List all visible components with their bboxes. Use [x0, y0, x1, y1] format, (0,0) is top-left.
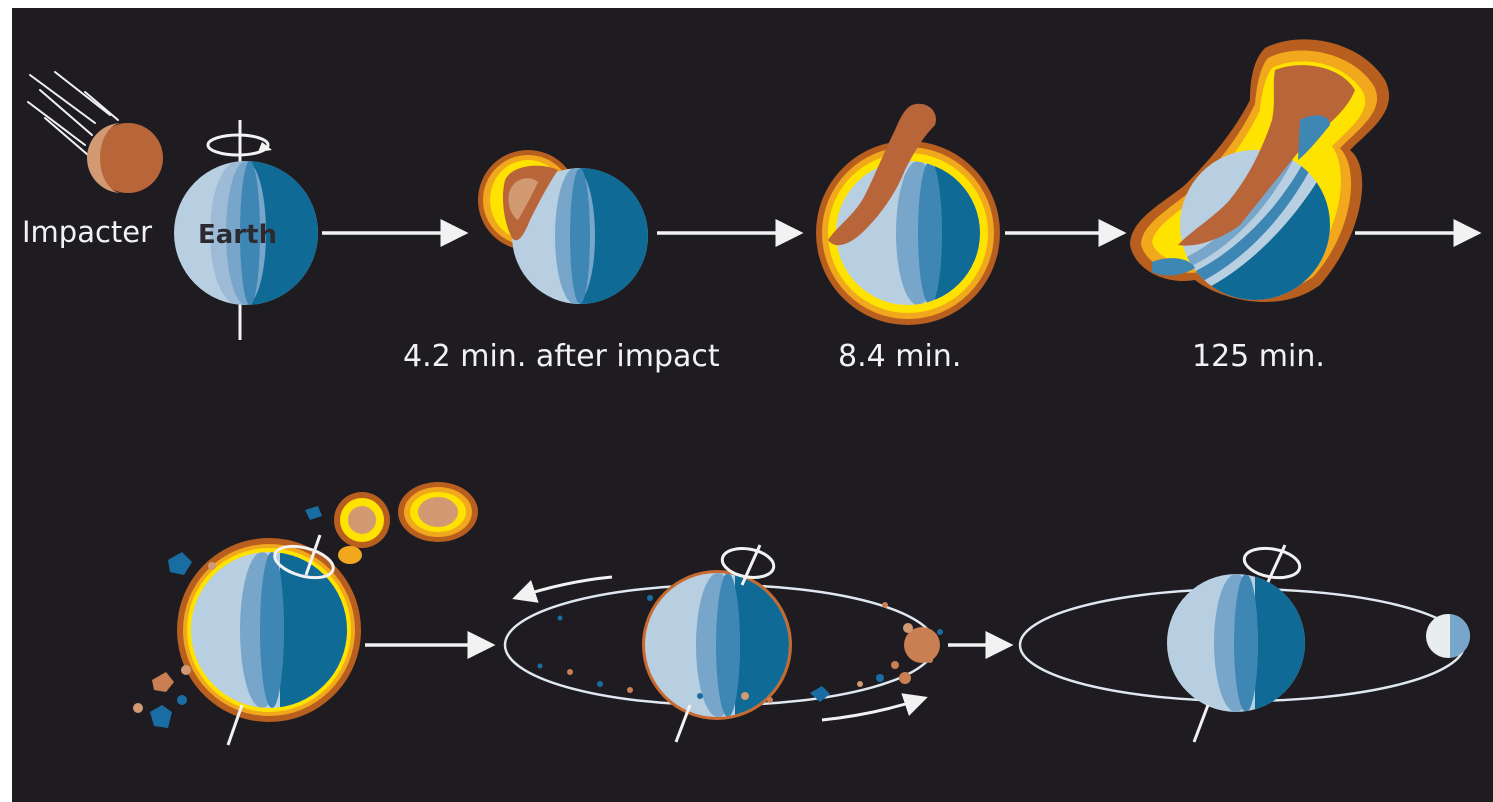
rotation-arrow-icon — [273, 544, 335, 580]
earth-rotation-axis — [1192, 704, 1210, 743]
impacter-label: Impacter — [22, 215, 152, 249]
orbit-arrow-top — [512, 575, 613, 603]
collision-stage-2 — [816, 103, 1000, 325]
rotation-arrow-icon — [1242, 546, 1302, 580]
debris-ring-stage — [503, 544, 943, 743]
earth-label: Earth — [198, 220, 277, 250]
earth-initial — [174, 120, 318, 340]
impacter — [87, 123, 163, 193]
collision-stage-1 — [478, 150, 648, 304]
earth-rotation-axis — [674, 704, 692, 743]
time-label-stage-2: 8.4 min. — [838, 339, 961, 374]
earth-moon-stage — [1018, 544, 1470, 743]
time-label-stage-3: 125 min. — [1192, 339, 1325, 374]
impacter-trails — [27, 71, 119, 156]
orbit-arrow-bottom — [821, 693, 928, 722]
rotation-arrow-icon — [206, 133, 270, 157]
debris-stage — [133, 482, 478, 746]
collision-stage-3 — [1130, 39, 1390, 302]
time-label-stage-1: 4.2 min. after impact — [403, 339, 720, 374]
moon — [1426, 614, 1470, 658]
rotation-arrow-icon — [720, 546, 776, 580]
earth-rotation-axis — [226, 704, 244, 746]
